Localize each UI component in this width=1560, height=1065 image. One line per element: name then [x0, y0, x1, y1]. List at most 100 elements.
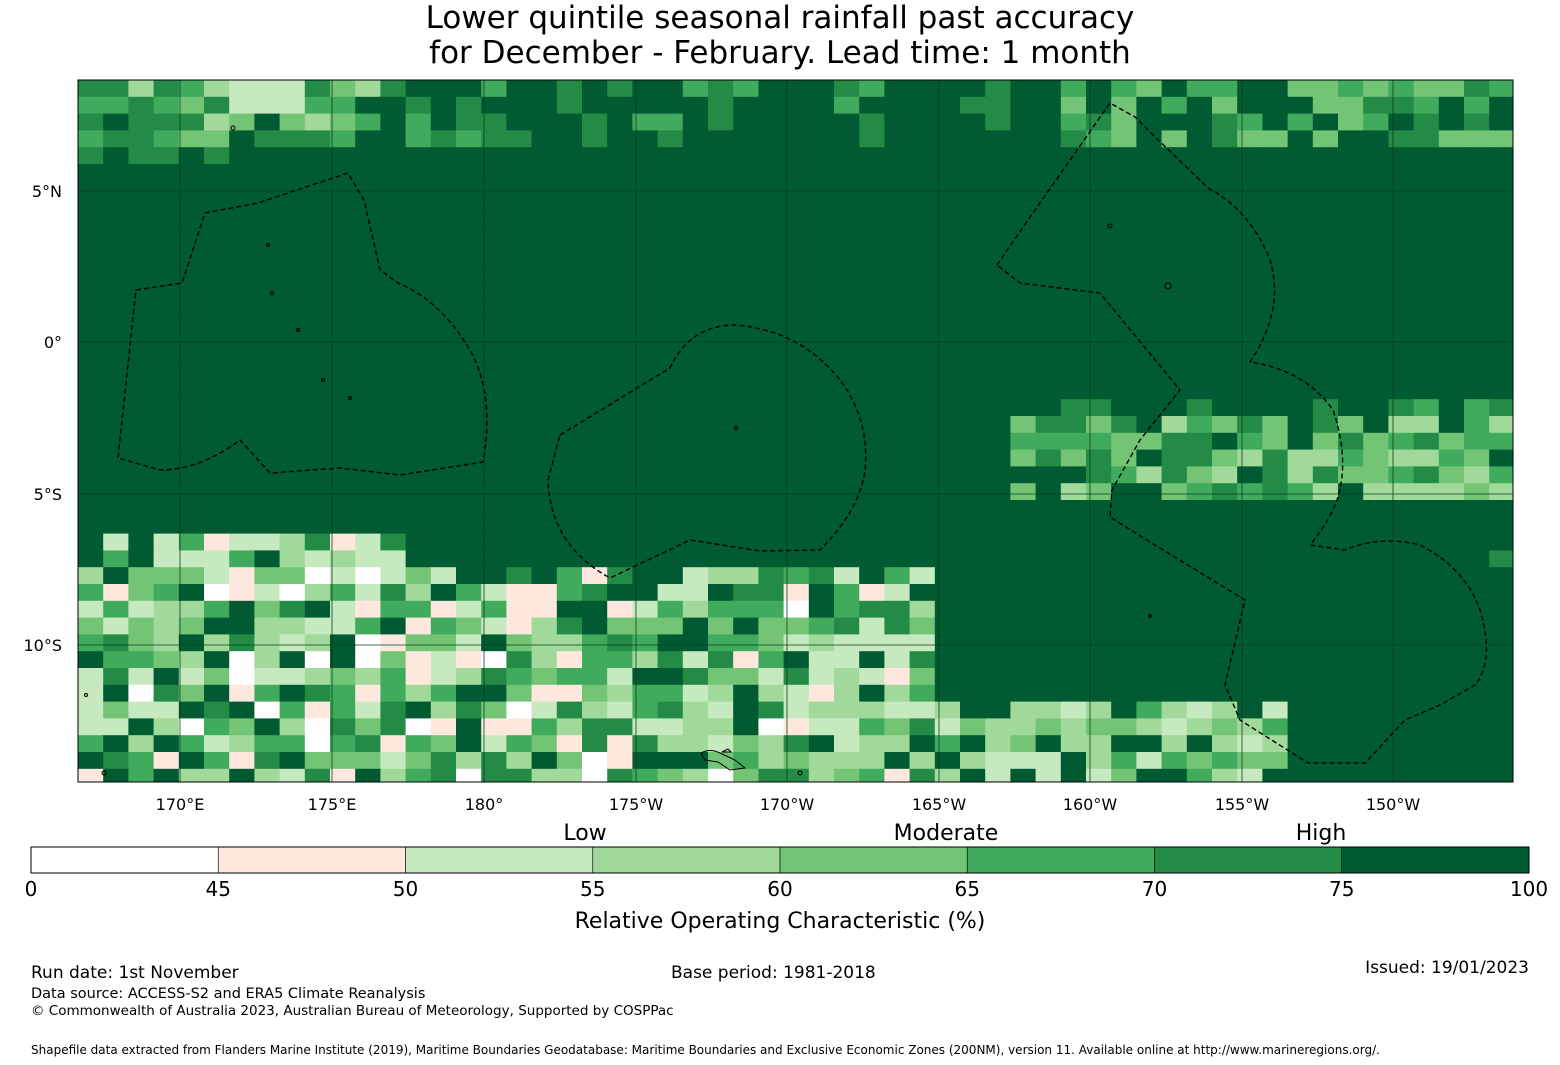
- grid-cell: [1237, 768, 1263, 783]
- grid-cell: [708, 516, 734, 534]
- grid-cell: [960, 768, 986, 783]
- grid-cell: [1363, 96, 1389, 114]
- grid-cell: [103, 584, 129, 602]
- grid-cell: [556, 130, 583, 148]
- grid-cell: [783, 113, 810, 131]
- grid-cell: [733, 130, 759, 148]
- grid-cell: [934, 668, 961, 686]
- grid-cell: [1136, 96, 1162, 114]
- grid-cell: [632, 735, 658, 753]
- grid-cell: [1161, 651, 1188, 669]
- grid-cell: [1086, 684, 1112, 702]
- grid-cell: [1186, 147, 1213, 165]
- grid-cell: [1489, 113, 1514, 131]
- grid-cell: [204, 298, 230, 316]
- grid-cell: [128, 634, 154, 652]
- grid-cell: [1237, 130, 1263, 148]
- grid-cell: [380, 365, 406, 383]
- grid-cell: [909, 348, 936, 366]
- grid-cell: [556, 264, 583, 282]
- grid-cell: [1338, 113, 1364, 131]
- grid-cell: [1363, 768, 1389, 783]
- grid-cell: [128, 617, 154, 635]
- grid-cell: [1161, 718, 1188, 736]
- grid-cell: [330, 516, 356, 534]
- grid-cell: [733, 550, 759, 568]
- grid-cell: [78, 567, 104, 585]
- grid-cell: [1111, 701, 1137, 719]
- grid-cell: [304, 600, 331, 618]
- grid-cell: [1438, 298, 1465, 316]
- grid-cell: [254, 600, 280, 618]
- grid-cell: [834, 399, 860, 417]
- grid-cell: [582, 180, 608, 198]
- grid-cell: [430, 264, 457, 282]
- grid-cell: [556, 550, 583, 568]
- grid-cell: [859, 80, 885, 98]
- grid-cell: [859, 651, 885, 669]
- grid-cell: [909, 180, 936, 198]
- grid-cell: [1438, 516, 1465, 534]
- grid-cell: [456, 432, 482, 450]
- grid-cell: [1212, 264, 1238, 282]
- grid-cell: [456, 550, 482, 568]
- grid-cell: [758, 96, 784, 114]
- grid-cell: [960, 516, 986, 534]
- grid-cell: [1464, 567, 1490, 585]
- grid-cell: [204, 668, 230, 686]
- grid-cell: [985, 332, 1011, 350]
- grid-cell: [808, 130, 835, 148]
- grid-cell: [909, 248, 936, 266]
- grid-cell: [1388, 617, 1414, 635]
- grid-cell: [632, 164, 658, 182]
- grid-cell: [1010, 500, 1036, 518]
- grid-cell: [1388, 231, 1414, 249]
- grid-cell: [934, 348, 961, 366]
- grid-cell: [78, 332, 104, 350]
- grid-cell: [153, 315, 180, 333]
- grid-cell: [632, 231, 658, 249]
- grid-cell: [229, 96, 255, 114]
- grid-cell: [405, 281, 432, 299]
- grid-cell: [657, 449, 684, 467]
- grid-cell: [204, 113, 230, 131]
- grid-cell: [405, 130, 432, 148]
- grid-cell: [1464, 348, 1490, 366]
- grid-cell: [1060, 752, 1087, 770]
- grid-cell: [859, 382, 885, 400]
- grid-cell: [1338, 416, 1364, 434]
- grid-cell: [682, 718, 709, 736]
- grid-cell: [355, 281, 381, 299]
- grid-cell: [204, 231, 230, 249]
- grid-cell: [128, 668, 154, 686]
- grid-cell: [1237, 399, 1263, 417]
- grid-cell: [808, 516, 835, 534]
- grid-cell: [783, 264, 810, 282]
- grid-cell: [279, 500, 306, 518]
- grid-cell: [960, 348, 986, 366]
- grid-cell: [279, 348, 306, 366]
- grid-cell: [1035, 768, 1062, 783]
- grid-cell: [355, 500, 381, 518]
- grid-cell: [405, 466, 432, 484]
- grid-cell: [531, 617, 558, 635]
- grid-cell: [1464, 399, 1490, 417]
- grid-cell: [733, 533, 759, 551]
- grid-cell: [1262, 668, 1288, 686]
- grid-cell: [254, 567, 280, 585]
- grid-cell: [405, 617, 432, 635]
- grid-cell: [178, 164, 205, 182]
- grid-cell: [1035, 701, 1062, 719]
- grid-cell: [632, 332, 658, 350]
- grid-cell: [481, 550, 507, 568]
- grid-cell: [1262, 533, 1288, 551]
- grid-cell: [708, 348, 734, 366]
- grid-cell: [506, 399, 532, 417]
- grid-cell: [1388, 735, 1414, 753]
- grid-cell: [1161, 298, 1188, 316]
- grid-cell: [934, 550, 961, 568]
- grid-cell: [884, 651, 910, 669]
- grid-cell: [682, 147, 709, 165]
- grid-cell: [783, 382, 810, 400]
- grid-cell: [1338, 214, 1364, 232]
